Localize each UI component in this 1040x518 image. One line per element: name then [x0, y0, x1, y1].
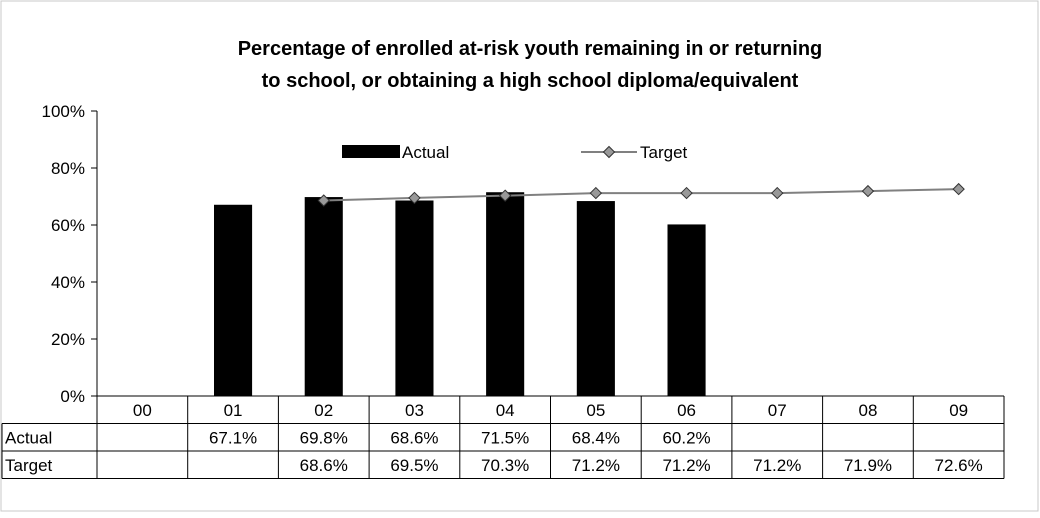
table-row-label-target: Target — [5, 456, 53, 475]
legend: Actual Target — [342, 143, 688, 162]
y-tick-label: 60% — [51, 216, 85, 235]
data-label-target-03: 69.5% — [390, 456, 438, 475]
data-label-actual-06: 60.2% — [662, 428, 710, 447]
legend-actual-label: Actual — [402, 143, 449, 162]
target-line-path — [323, 188, 959, 202]
y-axis: 0% 20% 40% 60% 80% 100% — [42, 102, 98, 406]
target-marker-05 — [589, 186, 603, 200]
x-tick-label-09: 09 — [949, 401, 968, 420]
y-tick-label: 0% — [60, 387, 85, 406]
data-label-actual-05: 68.4% — [572, 428, 620, 447]
data-label-target-05: 71.2% — [572, 456, 620, 475]
target-marker-02 — [317, 194, 330, 207]
y-tick-label: 80% — [51, 159, 85, 178]
target-marker-04 — [498, 189, 512, 202]
actual-bar-04 — [486, 192, 525, 396]
target-marker-03 — [408, 191, 421, 205]
data-label-actual-03: 68.6% — [390, 428, 438, 447]
x-tick-label-06: 06 — [677, 401, 696, 420]
actual-bar-02 — [304, 197, 343, 396]
data-label-target-04: 70.3% — [481, 456, 529, 475]
actual-bar-05 — [576, 201, 615, 396]
target-marker-06 — [680, 186, 693, 200]
data-label-target-02: 68.6% — [300, 456, 348, 475]
data-label-actual-04: 71.5% — [481, 428, 529, 447]
y-tick-label: 20% — [51, 330, 85, 349]
target-line — [317, 182, 965, 207]
x-tick-label-03: 03 — [405, 401, 424, 420]
x-tick-label-00: 00 — [133, 401, 152, 420]
x-tick-label-04: 04 — [496, 401, 515, 420]
table-row-label-actual: Actual — [5, 428, 52, 447]
legend-target-marker — [602, 145, 616, 159]
actual-bar-03 — [395, 200, 434, 396]
data-label-target-07: 71.2% — [753, 456, 801, 475]
data-label-target-08: 71.9% — [844, 456, 892, 475]
x-tick-label-05: 05 — [586, 401, 605, 420]
chart-title-line2: to school, or obtaining a high school di… — [262, 70, 799, 92]
data-table: 00 01 02 03 04 05 06 07 08 09 Actual Target 67.1% 69.… — [1, 395, 1005, 479]
actual-bars — [214, 192, 706, 396]
y-tick-label: 100% — [42, 102, 85, 121]
actual-bar-06 — [667, 224, 706, 396]
x-tick-label-01: 01 — [224, 401, 243, 420]
target-marker-08 — [861, 184, 875, 198]
data-label-actual-02: 69.8% — [300, 428, 348, 447]
x-tick-label-08: 08 — [858, 401, 877, 420]
data-label-target-09: 72.6% — [935, 456, 983, 475]
x-tick-label-02: 02 — [314, 401, 333, 420]
target-marker-09 — [952, 182, 965, 196]
target-marker-07 — [771, 186, 784, 200]
legend-actual-swatch — [342, 145, 400, 158]
legend-target-label: Target — [640, 143, 688, 162]
chart-title-line1: Percentage of enrolled at-risk youth rem… — [238, 38, 823, 60]
actual-bar-01 — [214, 204, 253, 396]
y-tick-label: 40% — [51, 273, 85, 292]
data-label-target-06: 71.2% — [662, 456, 710, 475]
data-label-actual-01: 67.1% — [209, 428, 257, 447]
x-tick-label-07: 07 — [768, 401, 787, 420]
